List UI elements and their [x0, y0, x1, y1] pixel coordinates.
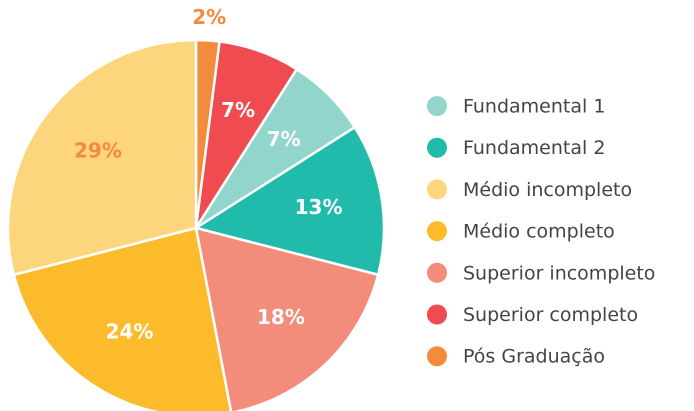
slice-label: 13% [295, 195, 343, 219]
legend-swatch [427, 221, 447, 242]
legend-swatch [427, 96, 447, 116]
legend-label: Superior completo [463, 304, 638, 326]
legend-label: Pós Graduação [463, 346, 605, 368]
legend-label: Superior incompleto [463, 262, 655, 284]
slice-label: 7% [221, 98, 255, 122]
legend-label: Fundamental 1 [463, 96, 605, 118]
pie-slice [194, 226, 380, 411]
legend-swatch [427, 137, 447, 158]
pie-slice [6, 38, 198, 277]
slice-label: 29% [74, 138, 122, 162]
legend-swatch [427, 304, 447, 325]
legend-label: Médio incompleto [463, 179, 632, 201]
legend-swatch [427, 262, 447, 283]
legend-swatch [427, 179, 447, 200]
pie-slice [192, 125, 386, 277]
legend-label: Fundamental 2 [463, 137, 605, 159]
slice-label: 7% [267, 127, 301, 151]
legend-swatch [427, 346, 447, 367]
slice-label: 2% [192, 5, 226, 29]
slice-label: 24% [106, 319, 154, 343]
slice-label: 18% [257, 305, 305, 329]
pie-slice [12, 226, 233, 411]
legend-label: Médio completo [463, 221, 615, 243]
